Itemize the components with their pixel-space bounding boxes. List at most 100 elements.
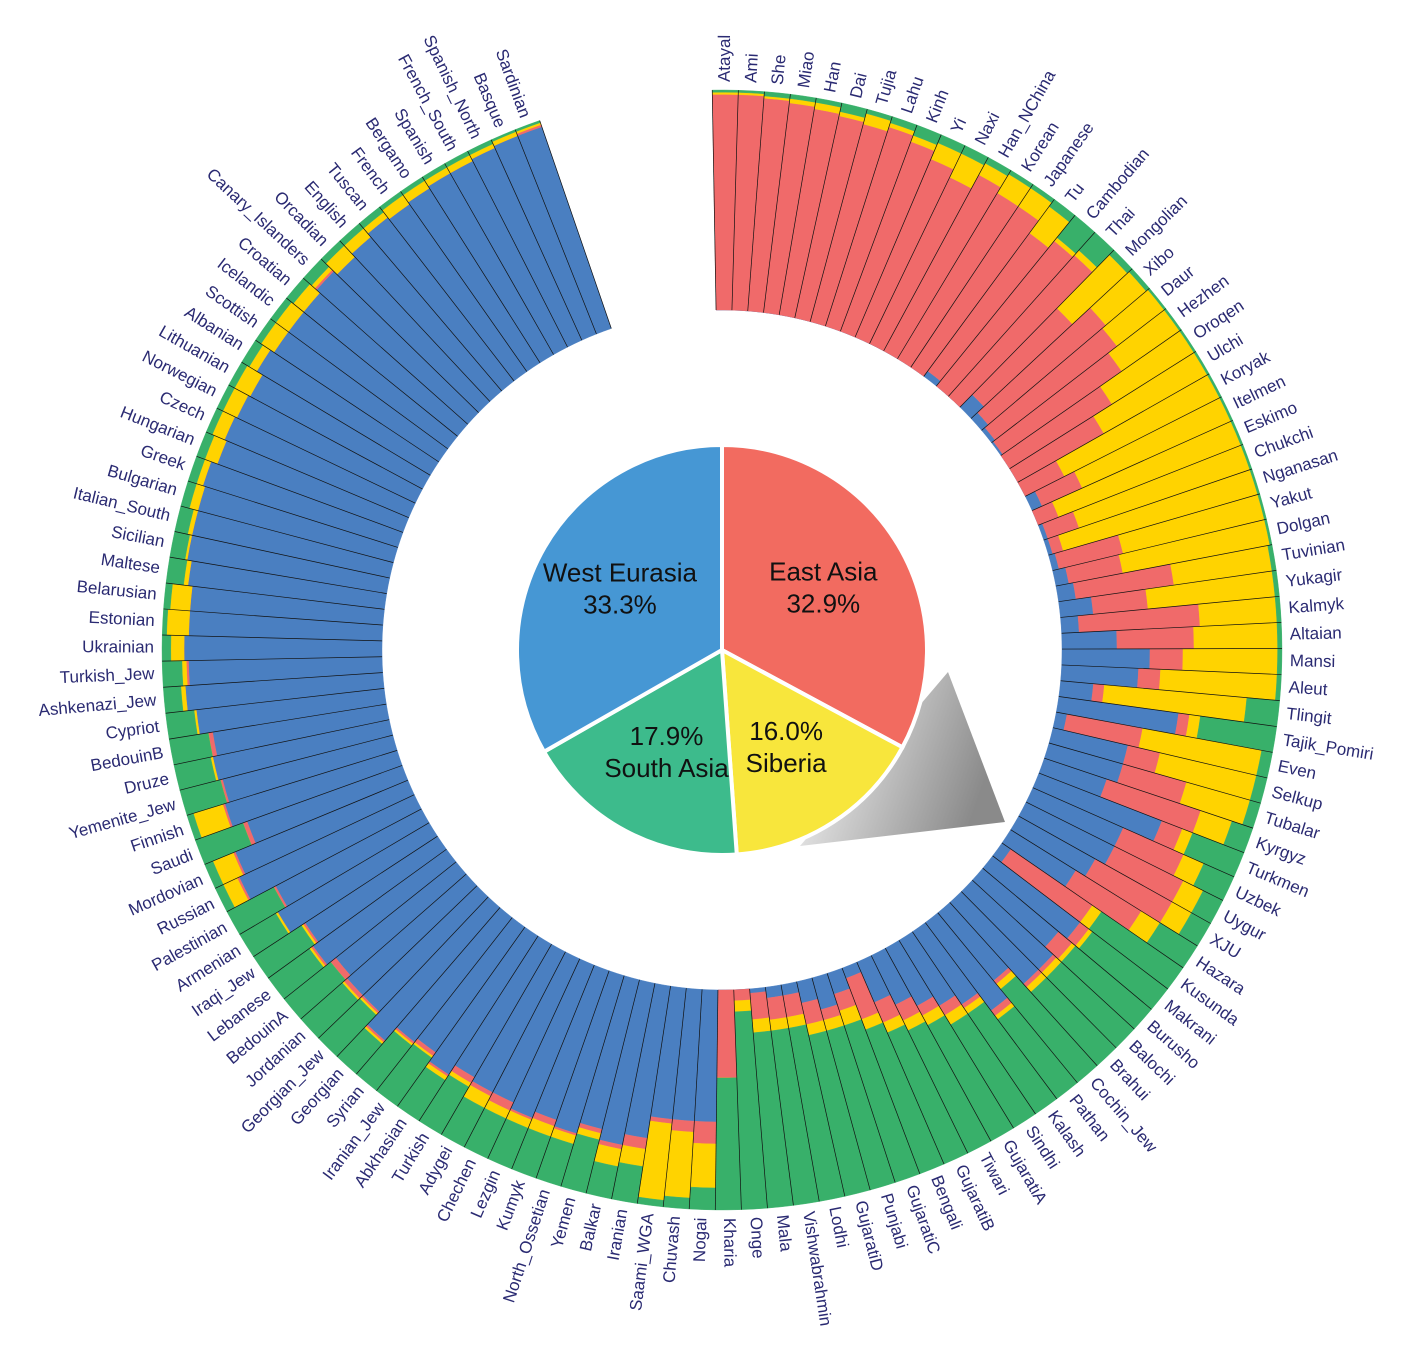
bar-segment <box>1276 648 1283 675</box>
bar-separator <box>923 199 1055 377</box>
population-label: Lahu <box>897 74 927 116</box>
bar-separator <box>910 184 1034 368</box>
bar-separator <box>763 94 791 313</box>
bar-separator <box>925 922 1058 1100</box>
bar-separator <box>253 835 438 957</box>
bar-segment <box>1061 630 1118 650</box>
bar-separator <box>992 855 1168 990</box>
bar-segment <box>169 583 193 612</box>
bar-separator <box>1010 829 1198 947</box>
bar-separator <box>397 926 526 1107</box>
population-label: Balkar <box>576 1201 605 1253</box>
bar-separator <box>268 848 447 979</box>
population-label: Sicilian <box>110 522 166 551</box>
population-label: Druze <box>122 769 170 798</box>
population-label: Nogai <box>690 1217 711 1262</box>
bar-separator <box>949 902 1098 1066</box>
bar-separator <box>733 989 742 1210</box>
bar-separator <box>169 556 387 594</box>
bar-separator <box>163 672 383 688</box>
bar-separator <box>778 97 817 315</box>
bar-separator <box>747 91 765 312</box>
bar-separator <box>1052 518 1267 571</box>
bar-separator <box>179 734 393 791</box>
bar-separator <box>1056 711 1273 753</box>
bar-separator <box>173 719 390 766</box>
bar-segment <box>161 634 172 662</box>
bar-separator <box>825 116 893 327</box>
bar-separator <box>991 308 1167 444</box>
bar-separator <box>356 907 501 1075</box>
population-label: Tujia <box>872 67 901 108</box>
population-label: Ashkenazi_Jew <box>38 690 158 720</box>
bar-separator <box>912 931 1036 1115</box>
bar-separator <box>811 977 871 1191</box>
population-label: Greek <box>138 441 188 474</box>
bar-separator <box>467 150 568 348</box>
pie-slice <box>720 442 929 750</box>
bar-separator <box>749 988 768 1209</box>
bar-separator <box>180 505 394 563</box>
bar-segment <box>712 92 739 95</box>
bar-separator <box>162 656 383 662</box>
bar-separator <box>441 944 552 1135</box>
bar-separator <box>884 948 992 1142</box>
bar-separator <box>826 973 896 1183</box>
bar-separator <box>585 979 640 1194</box>
slice-value: 17.9% <box>630 721 704 751</box>
population-label: Cypriot <box>104 717 160 743</box>
bar-separator <box>162 634 383 642</box>
bar-separator <box>1061 622 1282 634</box>
bar-segment <box>161 660 184 688</box>
bar-segment <box>1193 622 1278 649</box>
population-label: Maltese <box>100 550 162 577</box>
bar-segment <box>690 1142 717 1189</box>
bar-separator <box>1025 801 1224 901</box>
bar-separator <box>765 987 794 1206</box>
bar-segment <box>733 988 751 1001</box>
bar-segment <box>716 989 738 1079</box>
population-label: Onge <box>746 1216 767 1259</box>
bar-segment <box>712 89 739 93</box>
population-label: Tu <box>1061 179 1088 206</box>
bar-separator <box>1055 544 1273 587</box>
bar-separator <box>283 861 457 1000</box>
bar-separator <box>1031 420 1233 511</box>
bar-separator <box>1038 772 1245 854</box>
population-label: Mala <box>773 1214 796 1253</box>
population-label: Belarusian <box>76 577 158 604</box>
bar-separator <box>539 120 612 329</box>
bar-separator <box>1038 444 1244 526</box>
population-label: Chuvash <box>660 1215 684 1283</box>
bar-separator <box>490 139 583 341</box>
population-label: Dai <box>846 71 871 100</box>
population-label: Ukrainian <box>82 637 154 656</box>
bar-separator <box>165 582 385 610</box>
bar-separator <box>961 891 1117 1049</box>
bar-segment <box>1276 622 1283 649</box>
bar-separator <box>1060 595 1280 618</box>
bar-segment <box>1182 648 1278 675</box>
bar-segment <box>165 709 198 740</box>
slice-name: West Eurasia <box>543 558 698 588</box>
population-label: Dolgan <box>1275 509 1332 539</box>
bar-separator <box>163 608 383 626</box>
bar-separator <box>339 240 491 402</box>
bar-separator <box>1000 329 1182 456</box>
bar-separator <box>1058 570 1277 603</box>
bar-separator <box>228 384 423 490</box>
bar-segment <box>163 685 184 714</box>
bar-segment <box>671 1119 695 1133</box>
population-label: Kalmyk <box>1288 594 1345 617</box>
bar-separator <box>255 339 439 463</box>
population-label: Kharia <box>720 1218 740 1268</box>
population-label: Lodhi <box>825 1205 852 1250</box>
bar-separator <box>972 879 1135 1030</box>
bar-separator <box>856 961 945 1165</box>
bar-separator <box>300 873 467 1020</box>
bar-separator <box>186 750 398 816</box>
slice-value: 16.0% <box>749 716 823 746</box>
population-label: Ami <box>741 53 762 83</box>
